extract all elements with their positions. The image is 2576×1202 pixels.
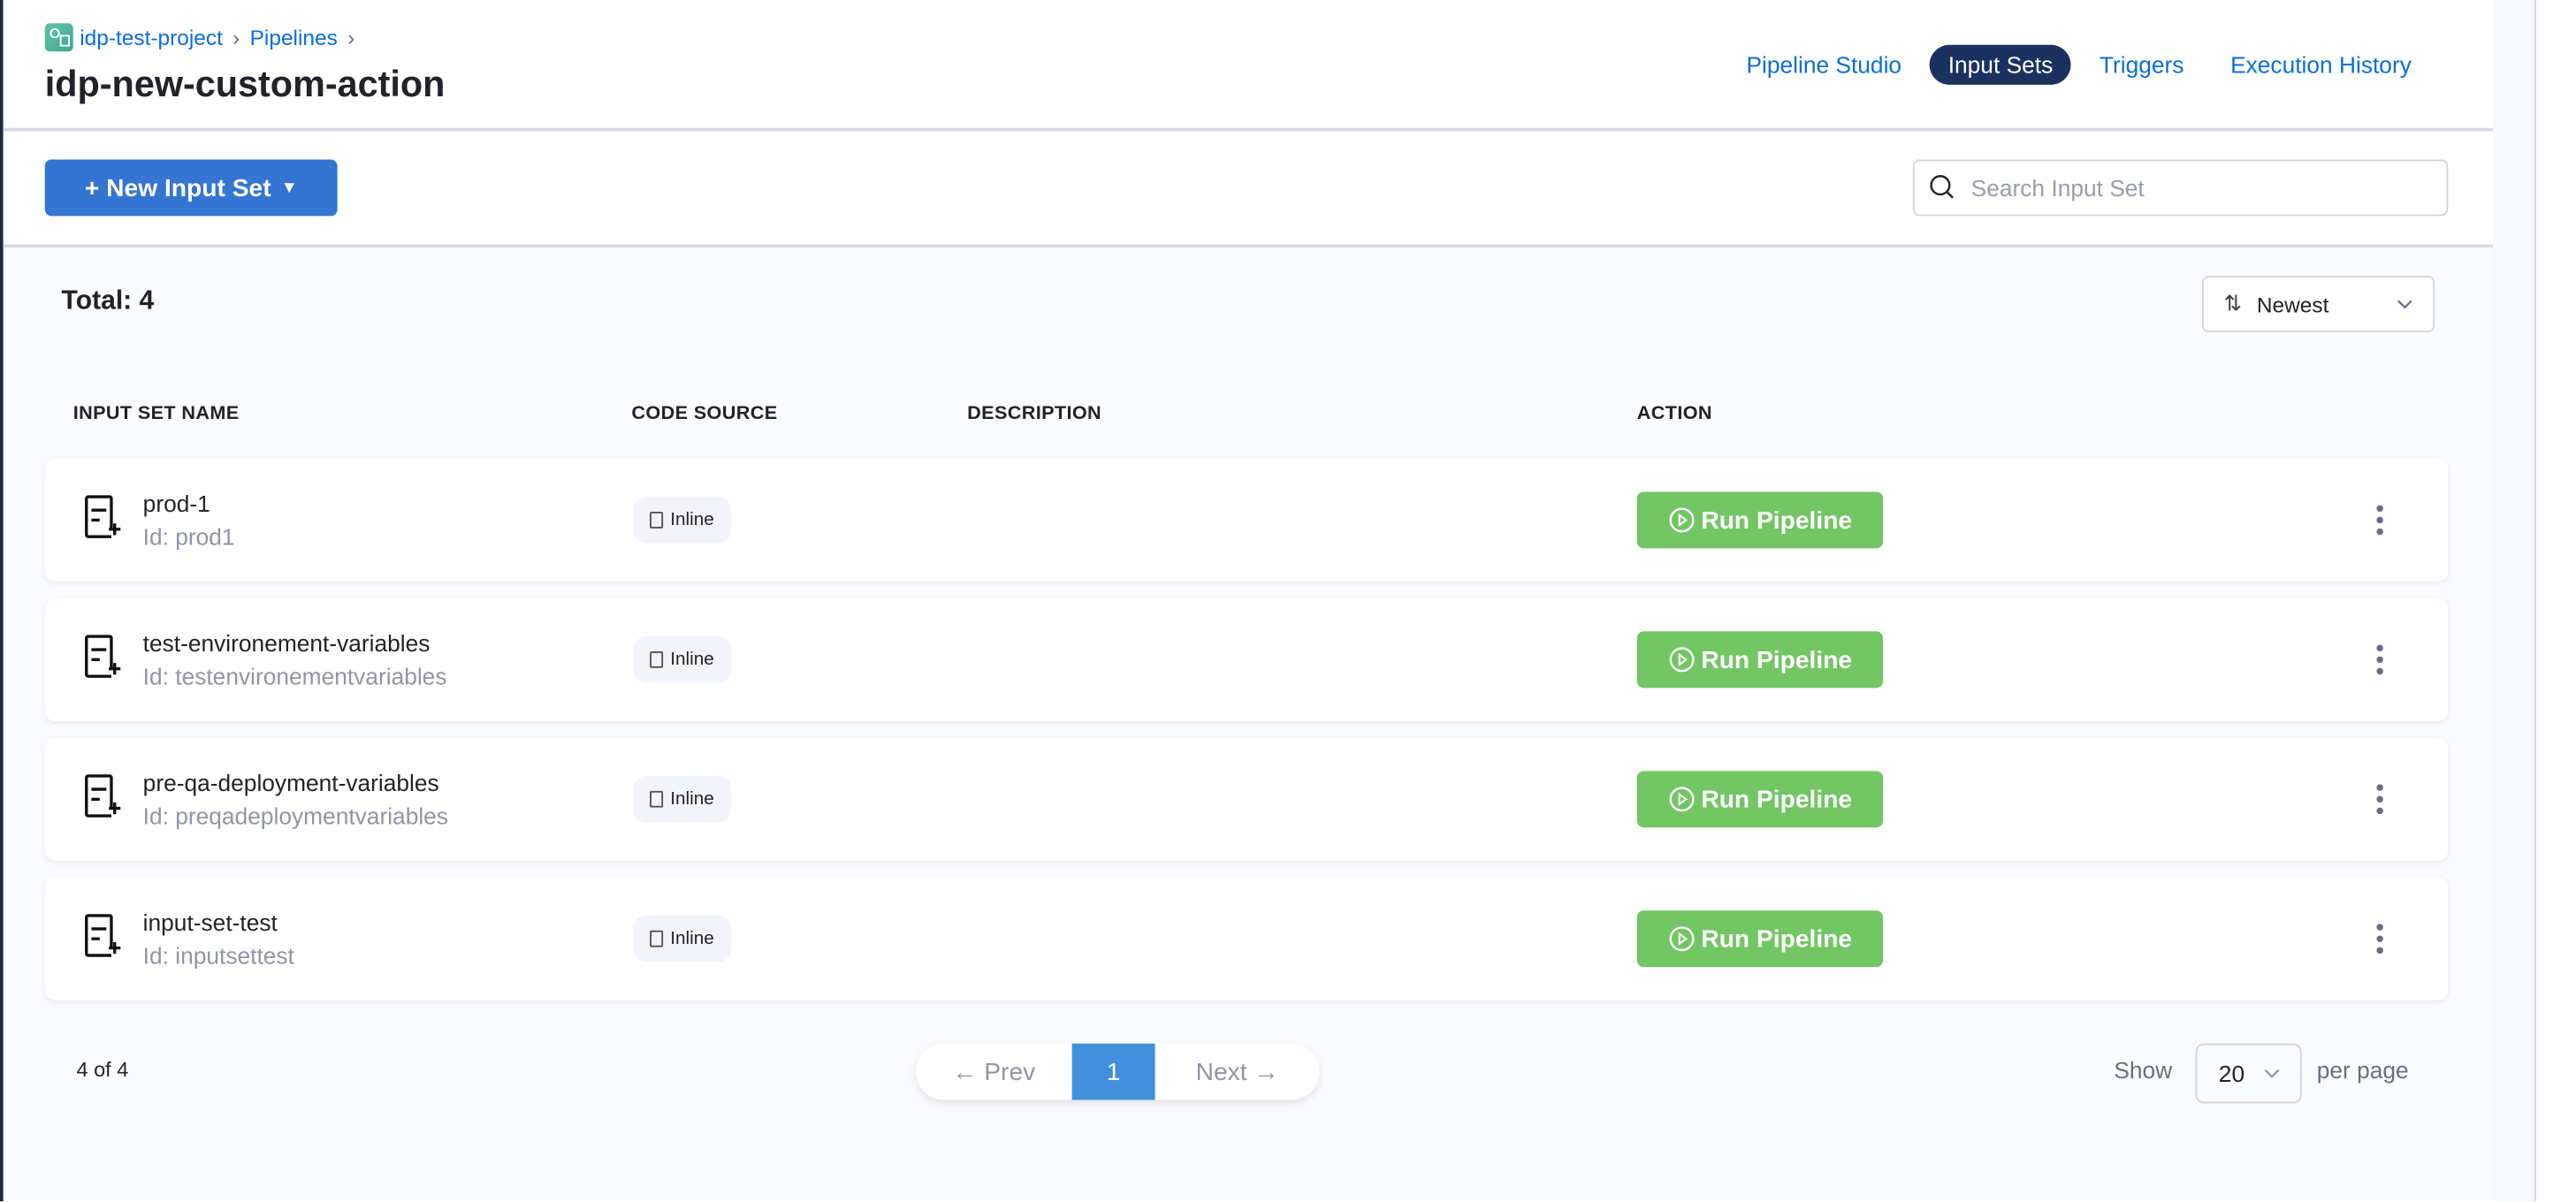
main-content: idp-test-project › Pipelines › idp-new-c…: [3, 0, 2493, 1202]
total-count: Total: 4: [61, 287, 155, 316]
run-pipeline-label: Run Pipeline: [1701, 785, 1853, 814]
pagination: ← Prev 1 Next →: [915, 1043, 1320, 1100]
breadcrumb-project[interactable]: idp-test-project: [80, 25, 223, 50]
project-icon: [44, 23, 73, 52]
more-options-icon[interactable]: [2366, 919, 2393, 959]
breadcrumb: idp-test-project › Pipelines ›: [44, 23, 358, 52]
new-input-set-button[interactable]: + New Input Set ▼: [44, 159, 338, 217]
play-circle-icon: [1668, 647, 1694, 673]
input-set-name[interactable]: test-environement-variables: [142, 629, 431, 657]
tab-execution-history[interactable]: Execution History: [2230, 51, 2412, 79]
right-panel-edge: [2493, 0, 2536, 1202]
sort-icon: ⇅: [2223, 291, 2242, 316]
next-button[interactable]: Next →: [1195, 1057, 1279, 1086]
play-circle-icon: [1668, 507, 1694, 533]
more-options-icon[interactable]: [2366, 500, 2393, 540]
page-size-value: 20: [2218, 1060, 2245, 1087]
input-set-id: Id: preqadeploymentvariables: [142, 803, 448, 830]
tab-triggers[interactable]: Triggers: [2099, 51, 2184, 79]
result-count: 4 of 4: [76, 1058, 129, 1082]
column-header-action: ACTION: [1636, 403, 1712, 424]
page-1-button[interactable]: 1: [1071, 1043, 1155, 1100]
chevron-down-icon: [2264, 1069, 2280, 1078]
table-row[interactable]: prod-1 Id: prod1 Inline Run Pipeline: [44, 458, 2449, 582]
input-set-name[interactable]: prod-1: [142, 490, 210, 517]
input-set-icon: [85, 914, 121, 957]
more-options-icon[interactable]: [2366, 780, 2393, 819]
play-circle-icon: [1668, 787, 1694, 812]
input-set-name[interactable]: input-set-test: [142, 909, 278, 936]
search-box: [1912, 159, 2449, 217]
tab-pipeline-studio[interactable]: Pipeline Studio: [1746, 51, 1902, 79]
breadcrumb-pipelines[interactable]: Pipelines: [249, 25, 338, 50]
input-set-icon: [85, 495, 121, 538]
table-row[interactable]: pre-qa-deployment-variables Id: preqadep…: [44, 737, 2449, 861]
toolbar: + New Input Set ▼: [3, 131, 2493, 248]
run-pipeline-label: Run Pipeline: [1701, 506, 1853, 535]
chevron-down-icon: [2397, 300, 2412, 309]
play-circle-icon: [1668, 926, 1694, 952]
chevron-right-icon: ›: [347, 25, 355, 50]
code-file-icon: [650, 930, 664, 947]
chevron-right-icon: ›: [232, 25, 240, 50]
input-set-icon: [85, 774, 121, 818]
code-source-badge: Inline: [633, 497, 732, 544]
code-source-badge: Inline: [633, 915, 732, 962]
code-source-badge: Inline: [633, 636, 732, 683]
table-row[interactable]: input-set-test Id: inputsettest Inline R…: [44, 877, 2449, 1000]
tab-input-sets[interactable]: Input Sets: [1930, 44, 2071, 85]
code-source-label: Inline: [670, 650, 714, 670]
code-file-icon: [650, 790, 664, 808]
input-set-name[interactable]: pre-qa-deployment-variables: [142, 769, 439, 796]
table-row[interactable]: test-environement-variables Id: testenvi…: [44, 597, 2449, 721]
run-pipeline-button[interactable]: Run Pipeline: [1636, 910, 1884, 968]
new-input-set-label: + New Input Set: [84, 173, 271, 202]
prev-button[interactable]: ← Prev: [952, 1057, 1036, 1086]
page-size-dropdown[interactable]: 20: [2195, 1043, 2302, 1104]
show-label: Show: [2114, 1056, 2173, 1084]
code-file-icon: [650, 650, 664, 668]
run-pipeline-label: Run Pipeline: [1701, 645, 1853, 674]
input-set-id: Id: prod1: [142, 523, 235, 551]
search-icon: [1930, 175, 1954, 199]
column-header-code-source: CODE SOURCE: [631, 403, 778, 424]
left-edge: [0, 0, 4, 1202]
search-input[interactable]: [1967, 172, 2424, 203]
caret-down-icon: ▼: [280, 179, 298, 197]
run-pipeline-button[interactable]: Run Pipeline: [1636, 771, 1884, 828]
column-header-description: DESCRIPTION: [967, 403, 1102, 424]
code-source-label: Inline: [670, 928, 714, 949]
input-set-icon: [85, 635, 121, 678]
column-header-name[interactable]: INPUT SET NAME: [72, 403, 240, 424]
page-title: idp-new-custom-action: [44, 63, 446, 105]
code-source-badge: Inline: [633, 775, 732, 823]
sort-dropdown[interactable]: ⇅ Newest: [2202, 276, 2435, 332]
code-file-icon: [650, 512, 664, 529]
input-set-id: Id: testenvironementvariables: [142, 663, 447, 690]
tab-bar: Pipeline Studio Input Sets Triggers Exec…: [1728, 44, 2430, 85]
code-source-label: Inline: [670, 510, 714, 530]
more-options-icon[interactable]: [2366, 640, 2393, 680]
per-page-label: per page: [2316, 1056, 2409, 1084]
run-pipeline-button[interactable]: Run Pipeline: [1636, 491, 1884, 549]
run-pipeline-label: Run Pipeline: [1701, 924, 1853, 954]
code-source-label: Inline: [670, 789, 714, 810]
input-set-id: Id: inputsettest: [142, 941, 294, 970]
page-header: idp-test-project › Pipelines › idp-new-c…: [3, 0, 2493, 132]
run-pipeline-button[interactable]: Run Pipeline: [1636, 631, 1884, 688]
sort-value: Newest: [2256, 291, 2329, 317]
